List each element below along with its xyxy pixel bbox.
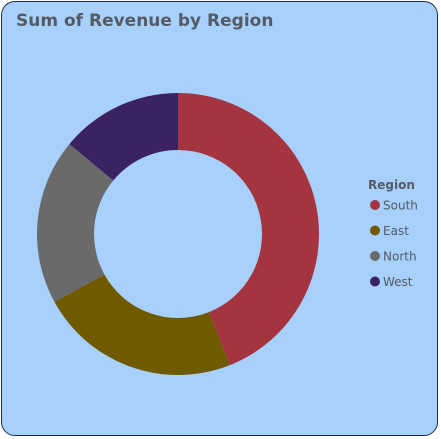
legend: Region South East North West xyxy=(368,178,418,289)
legend-label-north[interactable]: North xyxy=(383,250,417,264)
legend-marker-east xyxy=(370,225,380,236)
legend-label-south[interactable]: South xyxy=(383,199,418,213)
donut-slices xyxy=(37,92,319,375)
legend-title: Region xyxy=(368,178,415,192)
slice-south[interactable] xyxy=(178,93,319,366)
slice-north[interactable] xyxy=(37,144,114,302)
legend-label-east[interactable]: East xyxy=(383,224,409,238)
legend-marker-north xyxy=(370,251,380,261)
legend-marker-south xyxy=(370,200,380,210)
chart-title: Sum of Revenue by Region xyxy=(16,11,274,31)
slice-east[interactable] xyxy=(54,274,230,375)
legend-marker-west xyxy=(370,276,380,287)
slice-west[interactable] xyxy=(69,92,178,181)
legend-label-west[interactable]: West xyxy=(383,275,413,289)
donut-chart: Region South East North West xyxy=(37,92,418,375)
